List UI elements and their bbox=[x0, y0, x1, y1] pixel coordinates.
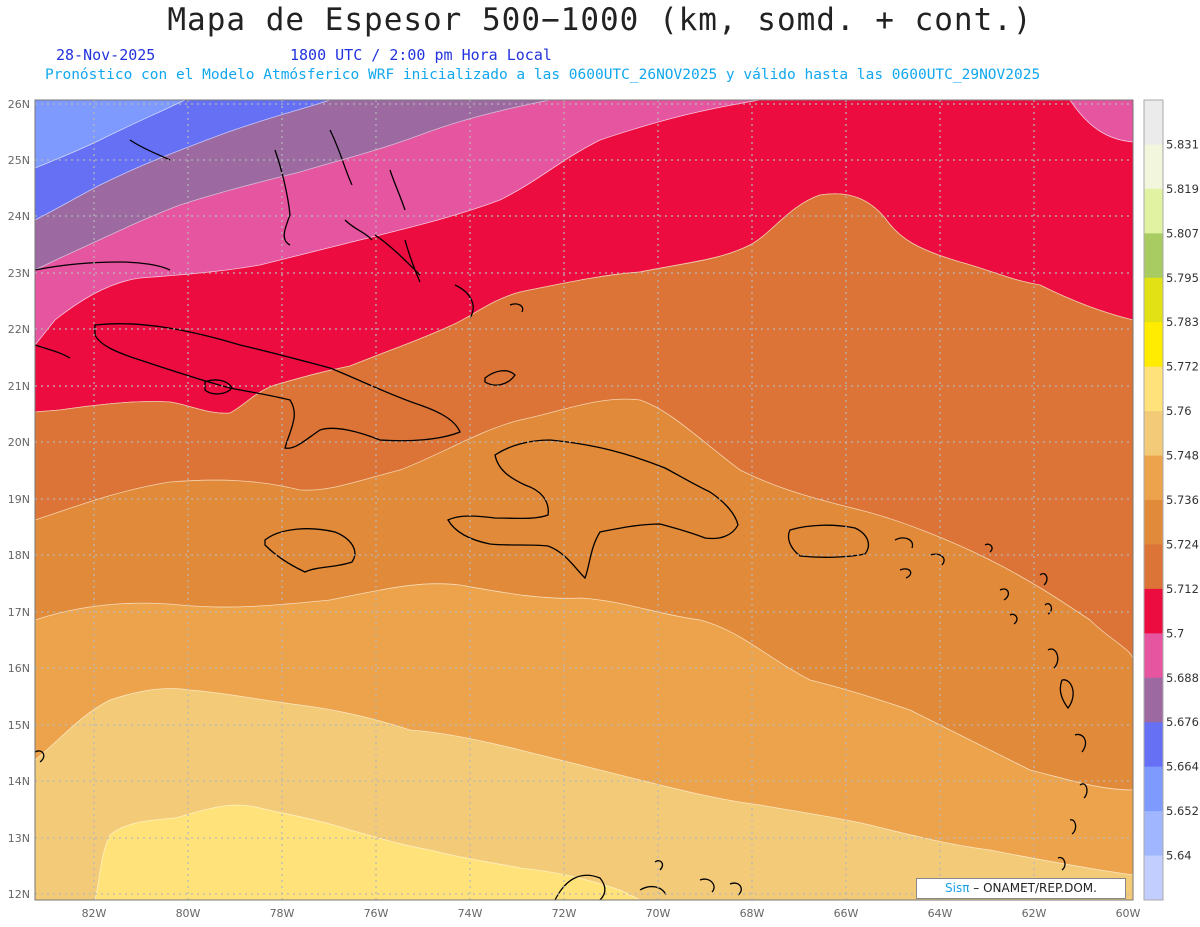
colorbar-swatch bbox=[1144, 677, 1163, 723]
lat-label: 19N bbox=[8, 493, 30, 506]
colorbar-label: 5.795 bbox=[1166, 271, 1199, 285]
colorbar-label: 5.807 bbox=[1166, 226, 1199, 240]
lat-label: 26N bbox=[8, 98, 30, 111]
lon-label: 64W bbox=[928, 907, 953, 920]
lon-label: 60W bbox=[1116, 907, 1141, 920]
colorbar-swatch bbox=[1144, 588, 1163, 634]
colorbar-label: 5.652 bbox=[1166, 804, 1199, 818]
band-5652 bbox=[35, 100, 186, 169]
colorbar-label: 5.664 bbox=[1166, 760, 1199, 774]
colorbar-swatch bbox=[1144, 722, 1163, 768]
band-5760 bbox=[94, 804, 641, 900]
lat-label: 23N bbox=[8, 267, 30, 280]
latlon-grid bbox=[35, 100, 1133, 900]
colorbar-swatch bbox=[1144, 277, 1163, 323]
colorbar-label: 5.772 bbox=[1166, 360, 1199, 374]
lat-label: 16N bbox=[8, 662, 30, 675]
lat-label: 13N bbox=[8, 832, 30, 845]
south-america-coast bbox=[35, 750, 742, 900]
lat-label: 17N bbox=[8, 606, 30, 619]
lon-label: 78W bbox=[270, 907, 295, 920]
lat-axis: 26N 25N 24N 23N 22N 21N 20N 19N 18N 17N … bbox=[8, 98, 30, 901]
lat-label: 15N bbox=[8, 719, 30, 732]
colorbar-label: 5.712 bbox=[1166, 582, 1199, 596]
colorbar-swatch bbox=[1144, 366, 1163, 412]
lat-label: 21N bbox=[8, 380, 30, 393]
jamaica-coast bbox=[264, 528, 356, 573]
colorbar-swatch bbox=[1144, 322, 1163, 368]
lesser-antilles-coast bbox=[894, 537, 1088, 871]
colorbar-swatch bbox=[1144, 100, 1163, 145]
lat-label: 20N bbox=[8, 436, 30, 449]
lat-label: 25N bbox=[8, 154, 30, 167]
forecast-date: 28-Nov-2025 bbox=[56, 46, 156, 64]
florida-keys-coast bbox=[35, 261, 171, 359]
lon-axis: 82W 80W 78W 76W 74W 72W 70W 68W 66W 64W … bbox=[82, 907, 1141, 920]
colorbar-swatch bbox=[1144, 544, 1163, 590]
cuba-coast bbox=[94, 323, 461, 449]
isla-juventud-coast bbox=[204, 379, 233, 395]
colorbar-swatch bbox=[1144, 144, 1163, 190]
colorbar-swatch bbox=[1144, 633, 1163, 679]
colorbar-swatch bbox=[1144, 811, 1163, 857]
puerto-rico-coast bbox=[787, 524, 869, 558]
lon-label: 68W bbox=[740, 907, 765, 920]
sispi-logo: Sisπ bbox=[945, 881, 970, 895]
colorbar-frame bbox=[1143, 99, 1164, 901]
colorbar-label: 5.819 bbox=[1166, 182, 1199, 196]
lat-label: 24N bbox=[8, 210, 30, 223]
lon-label: 72W bbox=[552, 907, 577, 920]
model-note: Pronóstico con el Modelo Atmósferico WRF… bbox=[45, 67, 1041, 83]
map-plot-area bbox=[35, 100, 1133, 900]
colorbar-label: 5.748 bbox=[1166, 449, 1199, 463]
colorbar-label: 5.831 bbox=[1166, 137, 1199, 151]
colorbar-label: 5.724 bbox=[1166, 537, 1199, 551]
colorbar-label: 5.783 bbox=[1166, 315, 1199, 329]
lon-label: 82W bbox=[82, 907, 107, 920]
map-title: Mapa de Espesor 500−1000 (km, somd. + co… bbox=[167, 2, 1033, 38]
colorbar-label: 5.688 bbox=[1166, 671, 1199, 685]
credit-box: Sisπ – ONAMET/REP.DOM. bbox=[916, 878, 1126, 899]
lat-label: 12N bbox=[8, 888, 30, 901]
colorbar-label: 5.676 bbox=[1166, 715, 1199, 729]
colorbar-swatch bbox=[1144, 855, 1163, 901]
colorbar-swatch bbox=[1144, 233, 1163, 279]
hispaniola-coast bbox=[447, 439, 739, 580]
lat-label: 22N bbox=[8, 323, 30, 336]
coastlines bbox=[35, 129, 1088, 900]
lon-label: 70W bbox=[646, 907, 671, 920]
colorbar-label: 5.736 bbox=[1166, 493, 1199, 507]
turks-coast bbox=[484, 303, 524, 386]
lat-label: 14N bbox=[8, 775, 30, 788]
colorbar-swatch bbox=[1144, 411, 1163, 457]
colorbar-label: 5.76 bbox=[1166, 404, 1192, 418]
lon-label: 80W bbox=[176, 907, 201, 920]
colorbar-label: 5.7 bbox=[1166, 626, 1184, 640]
colorbar-swatch bbox=[1144, 766, 1163, 812]
credit-org: – ONAMET/REP.DOM. bbox=[973, 881, 1097, 895]
lon-label: 74W bbox=[458, 907, 483, 920]
forecast-time: 1800 UTC / 2:00 pm Hora Local bbox=[290, 46, 552, 64]
colorbar-label: 5.64 bbox=[1166, 849, 1192, 863]
colorbar-swatch bbox=[1144, 188, 1163, 234]
colorbar-swatch bbox=[1144, 500, 1163, 545]
lat-label: 18N bbox=[8, 549, 30, 562]
map-frame bbox=[34, 99, 1134, 901]
lon-label: 76W bbox=[364, 907, 389, 920]
colorbar: 5.831 5.819 5.807 5.795 5.783 5.772 5.76 5.748 5… bbox=[1143, 99, 1199, 901]
lon-label: 66W bbox=[834, 907, 859, 920]
lon-label: 62W bbox=[1022, 907, 1047, 920]
colorbar-swatch bbox=[1144, 455, 1163, 501]
bahamas-coast bbox=[129, 129, 474, 319]
